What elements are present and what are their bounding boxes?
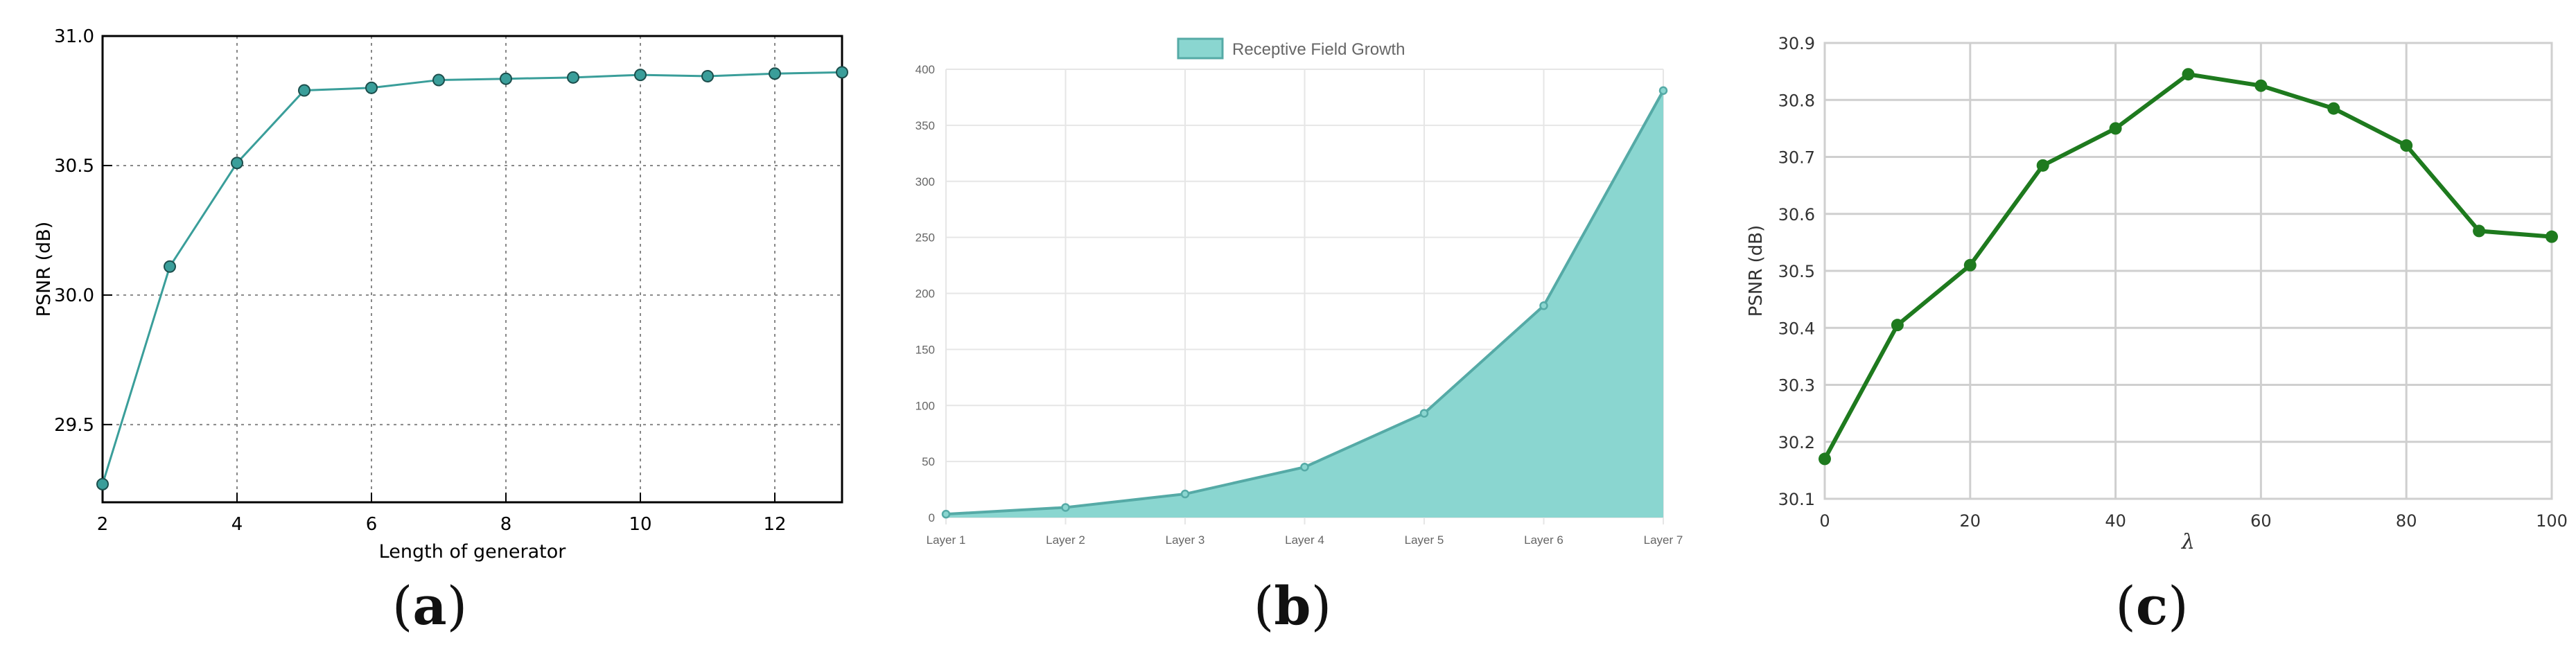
x-tick-label: Layer 6	[1524, 533, 1563, 547]
data-point	[634, 69, 647, 82]
y-tick-label: 150	[915, 343, 935, 356]
data-point	[1300, 462, 1309, 472]
data-point	[1180, 489, 1190, 499]
x-tick-label: 6	[366, 514, 378, 535]
y-tick-label: 31.0	[54, 26, 94, 47]
caption-a: (a)	[392, 575, 468, 637]
x-tick-label: 12	[763, 514, 786, 535]
psnr-vs-generator-length-chart: 2 4 6 8 10 12 29.5 30.0 30.5 31.0 Length of genera…	[33, 26, 848, 563]
y-tick-label: 50	[922, 455, 935, 468]
data-point	[1061, 503, 1070, 512]
x-tick-label: 100	[2536, 511, 2568, 531]
data-point	[1963, 258, 1977, 272]
data-point	[1419, 409, 1429, 418]
y-tick-label: 250	[915, 231, 935, 245]
legend-swatch	[1177, 37, 1224, 60]
data-point	[231, 157, 243, 170]
chart-panel-a: 2 4 6 8 10 12 29.5 30.0 30.5 31.0 Length of genera…	[0, 0, 859, 563]
data-point	[500, 72, 512, 85]
x-tick-label: Layer 2	[1046, 533, 1085, 547]
chart-panel-b: 0 50 100 150 200 250 300 350 400 Layer 1 Layer 2 La…	[901, 0, 1705, 554]
x-axis-label: Length of generator	[379, 541, 567, 563]
y-tick-label: 0	[929, 511, 935, 524]
x-tick-label: Layer 5	[1405, 533, 1444, 547]
data-point	[96, 477, 109, 490]
legend-label: Receptive Field Growth	[1232, 40, 1405, 59]
data-point	[1891, 319, 1904, 332]
plot-frame	[1823, 42, 2553, 500]
data-point	[2182, 68, 2195, 81]
y-tick-label: 29.5	[54, 415, 94, 436]
y-tick-label: 30.5	[54, 156, 94, 177]
x-tick-label: 0	[1819, 511, 1830, 531]
y-tick-label: 400	[915, 63, 935, 76]
y-tick-label: 30.4	[1778, 319, 1815, 338]
data-point	[432, 73, 445, 87]
y-tick-label: 30.8	[1778, 91, 1815, 110]
data-point	[2546, 230, 2558, 243]
series-line	[101, 71, 843, 485]
y-tick-label: 200	[915, 288, 935, 301]
caption-b: (b)	[1253, 575, 1332, 637]
data-point	[164, 260, 176, 273]
data-point	[941, 509, 951, 519]
y-tick-label: 100	[915, 399, 935, 412]
x-tick-label: 20	[1960, 511, 1981, 531]
y-tick-label: 30.6	[1778, 205, 1815, 224]
x-tick-label: Layer 1	[927, 533, 966, 547]
data-point	[365, 81, 378, 94]
x-tick-label: 60	[2250, 511, 2272, 531]
x-tick-label: 2	[97, 514, 109, 535]
y-tick-label: 350	[915, 119, 935, 132]
data-point	[701, 69, 714, 82]
x-tick-label: 80	[2396, 511, 2417, 531]
series-area	[946, 90, 1663, 518]
data-point	[2473, 224, 2486, 238]
y-axis-label: PSNR (dB)	[1746, 225, 1767, 317]
data-point	[2327, 102, 2340, 115]
data-point	[2400, 139, 2413, 152]
x-tick-label: Layer 3	[1166, 533, 1205, 547]
data-point	[1539, 301, 1548, 310]
data-point	[298, 84, 310, 97]
x-tick-label: 10	[629, 514, 651, 535]
y-tick-label: 30.2	[1778, 433, 1815, 452]
series-line	[1823, 72, 2552, 460]
y-tick-label: 30.5	[1778, 262, 1815, 281]
plot-frame	[101, 35, 843, 504]
data-point	[1819, 452, 1831, 466]
y-tick-label: 30.1	[1778, 490, 1815, 509]
y-tick-label: 30.0	[54, 285, 94, 306]
y-tick-label: 30.9	[1778, 34, 1815, 53]
chart-panel-c: 0 20 40 60 80 100 30.1 30.2 30.3 30.4 30.5 30.6 30.7…	[1733, 0, 2576, 554]
data-point	[2109, 122, 2122, 135]
y-tick-label: 30.3	[1778, 376, 1815, 396]
data-point	[769, 67, 781, 80]
data-point	[836, 66, 848, 79]
y-tick-label: 30.7	[1778, 148, 1815, 168]
psnr-vs-lambda-chart: 0 20 40 60 80 100 30.1 30.2 30.3 30.4 30.5 30.6 30.7…	[1746, 34, 2568, 554]
y-axis-label: PSNR (dB)	[33, 222, 55, 317]
y-tick-label: 300	[915, 175, 935, 188]
x-tick-label: Layer 4	[1285, 533, 1324, 547]
data-point	[1658, 86, 1668, 95]
x-tick-label: 40	[2105, 511, 2126, 531]
caption-c: (c)	[2115, 575, 2189, 637]
x-tick-label: 4	[231, 514, 243, 535]
x-tick-label: 8	[500, 514, 512, 535]
data-point	[567, 71, 579, 84]
data-point	[2254, 79, 2268, 92]
x-axis-label: λ	[2181, 530, 2195, 554]
x-tick-label: Layer 7	[1644, 533, 1683, 547]
data-point	[2036, 159, 2049, 172]
receptive-field-growth-chart: 0 50 100 150 200 250 300 350 400 Layer 1 Layer 2 La…	[915, 37, 1683, 547]
